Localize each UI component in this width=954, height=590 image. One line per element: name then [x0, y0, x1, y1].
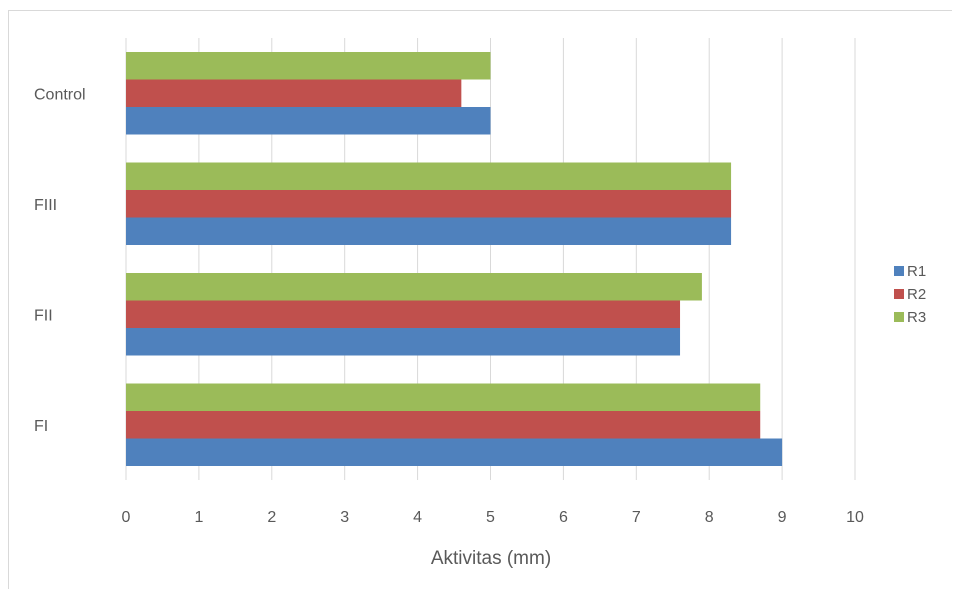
bar-r1-fi: [126, 438, 783, 466]
category-label: FI: [34, 418, 48, 435]
x-tick-label: 2: [267, 509, 276, 526]
legend-swatch-r2: [894, 289, 904, 299]
bar-r1-fii: [126, 328, 681, 356]
category-label: Control: [34, 86, 86, 103]
x-tick-label: 6: [559, 509, 568, 526]
x-tick-label: 3: [340, 509, 349, 526]
bar-r2-fi: [126, 411, 761, 439]
y-axis-categories: FI FII FIII Control: [34, 86, 86, 435]
legend-swatch-r3: [894, 312, 904, 322]
x-tick-label: 8: [705, 509, 714, 526]
bars: [126, 52, 783, 466]
x-axis-title: Aktivitas (mm): [431, 548, 551, 569]
legend-swatch-r1: [894, 266, 904, 276]
bar-r2-fii: [126, 300, 681, 328]
category-label: FIII: [34, 197, 57, 214]
legend: R1 R2 R3: [894, 263, 926, 326]
x-tick-label: 1: [194, 509, 203, 526]
x-tick-label: 5: [486, 509, 495, 526]
bar-r3-fiii: [126, 162, 732, 190]
legend-label-r3: R3: [907, 309, 926, 326]
bar-r1-control: [126, 107, 491, 135]
bar-r1-fiii: [126, 217, 732, 245]
x-tick-label: 0: [122, 509, 131, 526]
legend-label-r1: R1: [907, 263, 926, 280]
chart-frame: [8, 10, 952, 589]
x-axis-ticks: 0 1 2 3 4 5 6 7 8 9 10: [122, 509, 864, 526]
bar-r2-control: [126, 79, 462, 107]
x-tick-label: 7: [632, 509, 641, 526]
bar-r2-fiii: [126, 190, 732, 218]
bar-r3-control: [126, 52, 491, 80]
category-label: FII: [34, 307, 53, 324]
x-tick-label: 9: [778, 509, 787, 526]
bar-r3-fi: [126, 383, 761, 411]
x-tick-label: 10: [846, 509, 864, 526]
legend-label-r2: R2: [907, 286, 926, 303]
x-tick-label: 4: [413, 509, 422, 526]
bar-r3-fii: [126, 273, 702, 301]
